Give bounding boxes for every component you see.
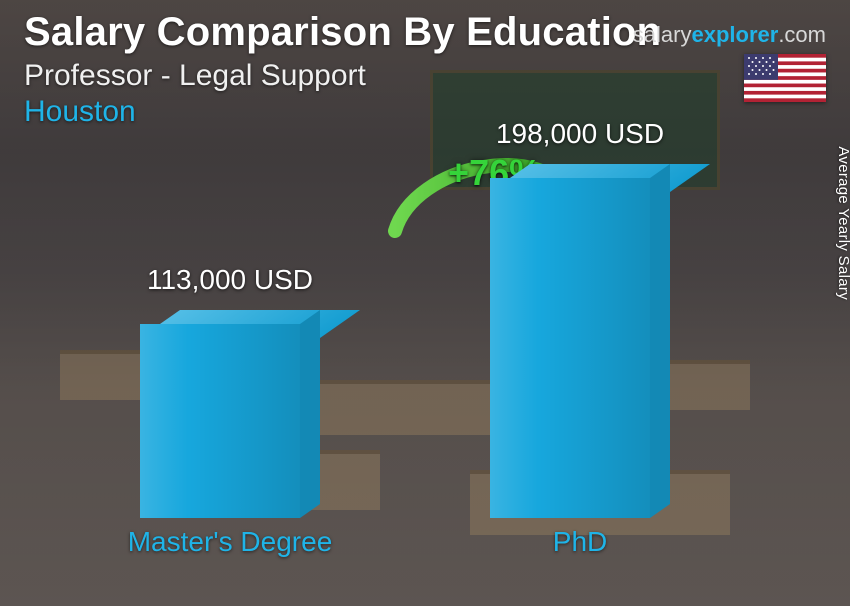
- brand-part1: salary: [633, 22, 692, 47]
- bar-phd: 198,000 USD PhD: [490, 178, 670, 518]
- bar-body: 113,000 USD: [140, 324, 320, 518]
- bar-value-label: 198,000 USD: [496, 118, 664, 150]
- page-title: Salary Comparison By Education: [24, 10, 661, 55]
- infographic-canvas: Salary Comparison By Education Professor…: [0, 0, 850, 606]
- bar-side-face: [300, 310, 320, 518]
- us-flag-icon: [744, 54, 826, 102]
- bar-front-face: [140, 324, 300, 518]
- bar-body: 198,000 USD: [490, 178, 670, 518]
- y-axis-label: Average Yearly Salary: [836, 146, 850, 300]
- bar-category-label: Master's Degree: [128, 526, 333, 558]
- bar-front-face: [490, 178, 650, 518]
- page-subtitle: Professor - Legal Support: [24, 59, 661, 93]
- bar-chart: +76% 113,000 USD Master's Degree 198,000…: [80, 136, 760, 556]
- bar-category-label: PhD: [553, 526, 607, 558]
- bar-value-label: 113,000 USD: [147, 264, 313, 296]
- brand-part2: explorer: [691, 22, 778, 47]
- brand-part3: .com: [778, 22, 826, 47]
- bar-masters: 113,000 USD Master's Degree: [140, 324, 320, 518]
- brand-logo: salaryexplorer.com: [633, 22, 826, 48]
- header-block: Salary Comparison By Education Professor…: [24, 10, 661, 129]
- bar-side-face: [650, 164, 670, 518]
